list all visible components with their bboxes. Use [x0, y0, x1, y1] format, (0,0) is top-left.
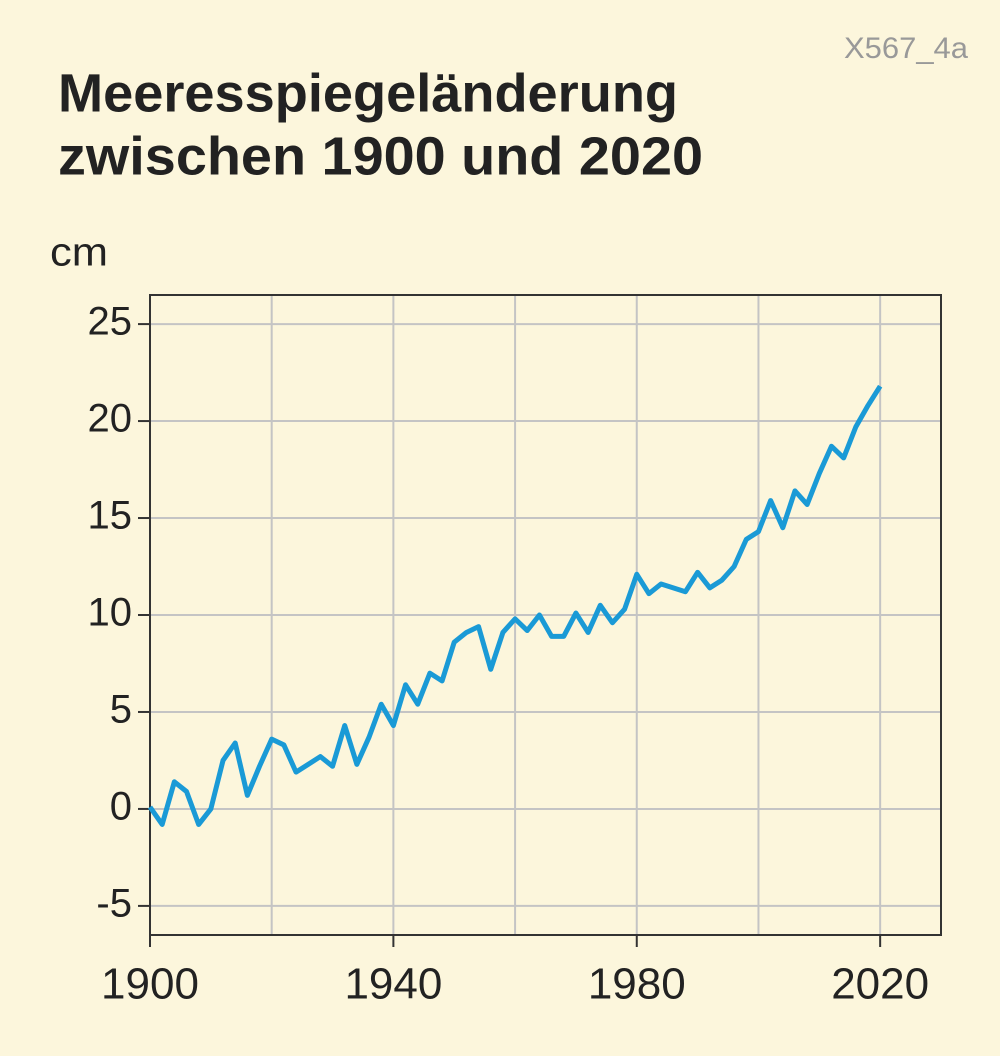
- y-tick-label: -5: [96, 881, 132, 925]
- y-tick-label: 5: [110, 688, 132, 732]
- y-tick-label: 10: [88, 591, 133, 635]
- x-tick-label: 1900: [101, 960, 199, 1009]
- y-tick-label: 0: [110, 785, 132, 829]
- y-axis-label: cm: [50, 231, 108, 275]
- x-tick-label: 1940: [344, 960, 442, 1009]
- chart-title: zwischen 1900 und 2020: [58, 126, 703, 186]
- y-tick-label: 25: [88, 300, 133, 344]
- y-tick-label: 20: [88, 397, 133, 441]
- y-tick-label: 15: [88, 494, 133, 538]
- data-line: [147, 384, 883, 827]
- chart-title: Meeresspiegeländerung: [58, 63, 678, 123]
- x-tick-label: 1980: [588, 960, 686, 1009]
- code: X567_4a: [844, 32, 968, 65]
- x-tick-label: 2020: [831, 960, 929, 1009]
